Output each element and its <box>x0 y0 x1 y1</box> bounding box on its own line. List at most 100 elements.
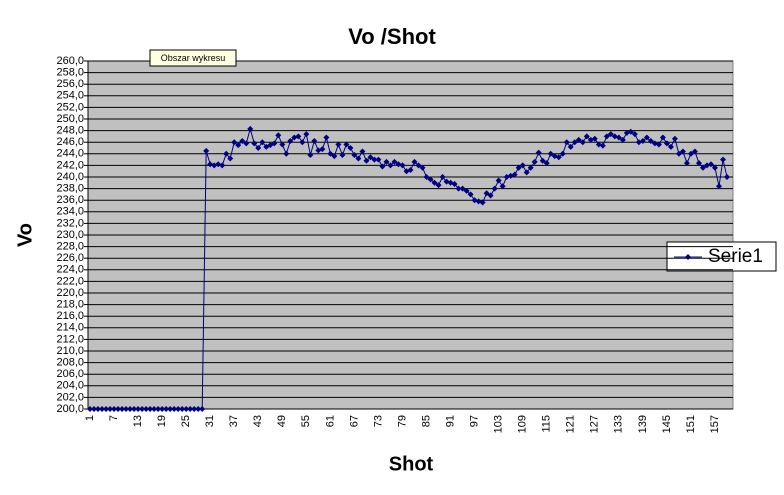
data-point <box>463 187 470 194</box>
x-tick-label: 73 <box>372 415 384 427</box>
data-point <box>219 162 226 169</box>
data-point <box>527 164 534 171</box>
data-point <box>87 406 93 412</box>
data-point <box>91 406 98 412</box>
x-tick-label: 43 <box>252 415 264 427</box>
data-point <box>667 143 674 150</box>
data-point <box>511 171 518 178</box>
data-point <box>531 158 538 165</box>
data-point <box>139 406 146 412</box>
data-point <box>627 128 634 135</box>
data-point <box>535 149 542 156</box>
data-point <box>655 141 662 148</box>
data-point <box>615 134 622 141</box>
x-tick-label: 109 <box>517 415 529 433</box>
data-point <box>487 192 494 199</box>
data-point <box>679 148 686 155</box>
data-point <box>159 406 166 412</box>
data-point <box>707 161 714 168</box>
data-point <box>411 158 418 165</box>
data-point <box>383 158 390 165</box>
data-point <box>287 138 294 145</box>
data-point <box>607 131 614 138</box>
data-point <box>467 191 474 198</box>
data-point <box>631 131 638 138</box>
data-point <box>563 139 570 146</box>
data-point <box>547 150 554 157</box>
data-point <box>319 146 326 153</box>
x-tick-label: 1 <box>84 415 96 421</box>
data-point <box>223 150 230 157</box>
x-tick-label: 133 <box>613 415 625 433</box>
data-point <box>579 139 586 146</box>
data-point <box>483 190 490 197</box>
x-tick-label: 37 <box>228 415 240 427</box>
data-point <box>507 172 514 179</box>
data-point <box>719 156 726 163</box>
y-tick-label: 214,0 <box>56 322 84 334</box>
data-point <box>115 406 122 412</box>
data-point <box>147 406 154 412</box>
data-point <box>95 406 102 412</box>
x-tick-label: 31 <box>204 415 216 427</box>
y-tick-label: 260,0 <box>56 55 84 67</box>
data-point <box>307 151 314 158</box>
data-point <box>523 169 530 176</box>
data-point <box>195 406 202 412</box>
data-point <box>515 164 522 171</box>
data-point <box>123 406 130 412</box>
data-point <box>107 406 114 412</box>
data-point <box>499 183 506 190</box>
data-point <box>251 140 258 147</box>
y-tick-label: 206,0 <box>56 368 84 380</box>
data-point <box>543 160 550 167</box>
data-point <box>363 157 370 164</box>
y-tick-label: 208,0 <box>56 357 84 369</box>
data-point <box>415 162 422 169</box>
data-point <box>331 153 338 160</box>
data-point <box>335 141 342 148</box>
data-point <box>555 154 562 161</box>
data-point <box>375 156 382 163</box>
data-point <box>695 160 702 167</box>
x-tick-label: 103 <box>493 415 505 433</box>
data-point <box>167 406 174 412</box>
y-tick-label: 238,0 <box>56 183 84 195</box>
data-point <box>419 164 426 171</box>
data-point <box>379 163 386 170</box>
data-point <box>255 145 262 151</box>
data-point <box>599 142 606 149</box>
x-tick-label: 115 <box>541 415 553 433</box>
y-tick-label: 250,0 <box>56 113 84 125</box>
data-point <box>603 133 610 140</box>
data-point <box>387 162 394 169</box>
data-point <box>151 406 158 412</box>
x-tick-label: 157 <box>709 415 721 433</box>
data-point <box>135 406 142 412</box>
y-tick-label: 254,0 <box>56 90 84 102</box>
data-point <box>691 148 698 155</box>
x-tick-label: 85 <box>420 415 432 427</box>
y-tick-label: 224,0 <box>56 264 84 276</box>
data-point <box>724 174 730 180</box>
data-point <box>583 133 590 140</box>
y-tick-label: 204,0 <box>56 380 84 392</box>
data-point <box>327 150 334 157</box>
x-tick-label: 61 <box>324 415 336 427</box>
tooltip-text: Obszar wykresu <box>161 53 226 63</box>
data-point <box>359 148 366 155</box>
data-point <box>203 147 210 154</box>
data-point <box>659 134 666 141</box>
y-tick-label: 252,0 <box>56 101 84 113</box>
data-point <box>371 156 378 163</box>
y-tick-label: 242,0 <box>56 159 84 171</box>
data-point <box>275 132 282 139</box>
data-point <box>183 406 190 412</box>
data-point <box>199 406 206 412</box>
y-tick-label: 236,0 <box>56 194 84 206</box>
x-tick-label: 91 <box>444 415 456 427</box>
data-point <box>119 406 126 412</box>
tooltip: Obszar wykresu <box>149 49 237 67</box>
data-point <box>431 179 438 186</box>
